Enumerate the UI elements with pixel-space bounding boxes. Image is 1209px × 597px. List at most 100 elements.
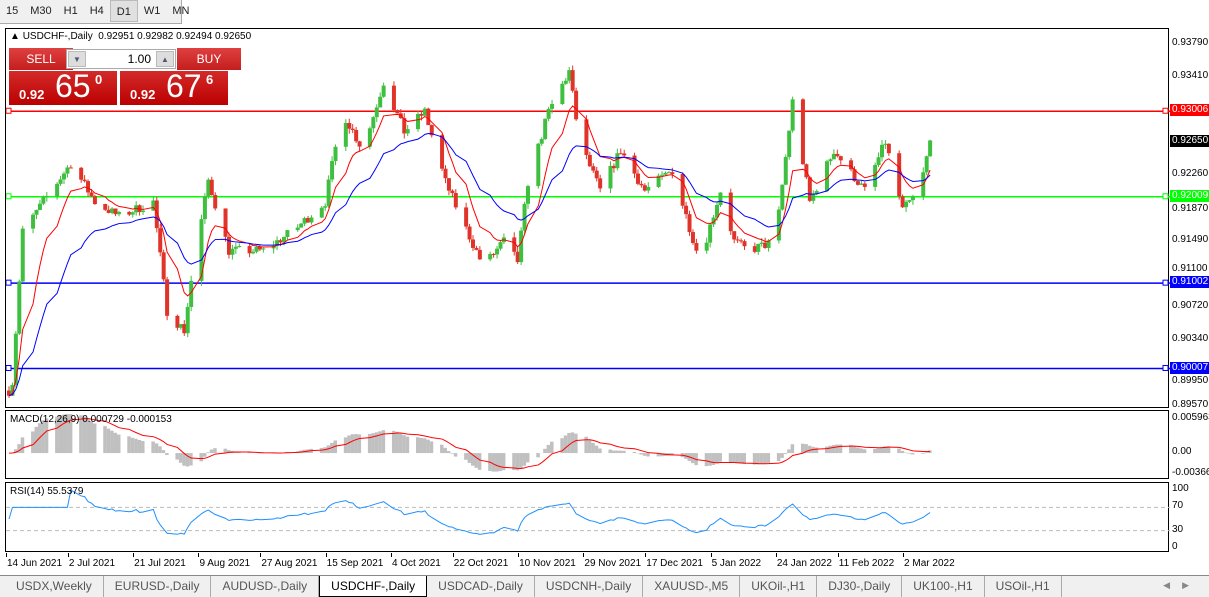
macd-histogram-bar xyxy=(704,453,709,467)
line-handle[interactable] xyxy=(6,193,12,200)
candle xyxy=(464,202,469,230)
tab-scroll-arrows[interactable]: ◀▶ xyxy=(1163,580,1201,590)
macd-histogram-bar xyxy=(103,426,107,454)
line-handle[interactable] xyxy=(6,365,12,372)
sell-price[interactable]: 0.92 65 0 xyxy=(9,68,117,105)
buy-price[interactable]: 0.92 67 6 xyxy=(120,68,228,105)
date-label: 15 Sep 2021 xyxy=(326,558,384,569)
tab-eurusd-daily[interactable]: EURUSD-,Daily xyxy=(104,576,212,597)
candle xyxy=(687,210,692,236)
macd-histogram-bar xyxy=(161,450,166,454)
line-handle[interactable] xyxy=(6,279,12,286)
rsi-panel[interactable]: RSI(14) 55.5379 xyxy=(5,482,1170,552)
timeframe-h1[interactable]: H1 xyxy=(63,5,78,17)
candle xyxy=(598,174,603,193)
candle xyxy=(113,208,118,217)
macd-histogram-bar xyxy=(443,447,447,454)
macd-histogram-bar xyxy=(141,441,145,454)
macd-histogram-bar xyxy=(708,453,712,466)
lot-size-input[interactable]: ▼ 1.00 ▲ xyxy=(66,49,176,69)
buy-price-prefix: 0.92 xyxy=(130,87,156,102)
line-handle[interactable] xyxy=(1162,107,1169,114)
timeframe-mn[interactable]: MN xyxy=(172,5,190,17)
candle xyxy=(522,201,527,234)
timeframe-w1[interactable]: W1 xyxy=(143,5,161,17)
line-handle[interactable] xyxy=(1162,193,1169,200)
macd-histogram-bar xyxy=(68,414,73,454)
date-label: 24 Jan 2022 xyxy=(776,558,832,569)
candle xyxy=(807,176,812,203)
macd-histogram-bar xyxy=(495,453,499,472)
date-tick xyxy=(452,553,454,557)
macd-panel[interactable]: MACD(12,26,9) 0.000729 -0.000153 xyxy=(5,410,1169,479)
tab-usdcnh-daily[interactable]: USDCNH-,Daily xyxy=(535,576,644,597)
line-handle[interactable] xyxy=(1162,279,1169,286)
macd-histogram-bar xyxy=(65,414,69,454)
candle xyxy=(226,232,231,259)
date-label: 11 Feb 2022 xyxy=(838,558,895,569)
tab-usdchf-daily[interactable]: USDCHF-,Daily xyxy=(319,576,428,597)
date-tick xyxy=(645,553,647,557)
candle xyxy=(299,222,304,228)
candle xyxy=(185,302,190,338)
timeframe-d1[interactable]: D1 xyxy=(109,0,138,22)
sell-button[interactable]: SELL xyxy=(9,48,73,70)
timeframe-m30[interactable]: M30 xyxy=(30,5,52,17)
lot-increase-button[interactable]: ▲ xyxy=(156,51,174,67)
candle xyxy=(811,190,816,204)
candle xyxy=(467,223,472,243)
candle xyxy=(58,175,63,186)
macd-histogram-bar xyxy=(20,437,25,454)
candle xyxy=(546,106,551,122)
tab-audusd-daily[interactable]: AUDUSD-,Daily xyxy=(211,576,320,597)
tab-usoil-h1[interactable]: USOil-,H1 xyxy=(985,576,1062,597)
candle xyxy=(800,98,805,165)
line-handle[interactable] xyxy=(6,107,12,114)
candle xyxy=(680,172,685,209)
macd-histogram-bar xyxy=(862,449,867,454)
tab-uk100-h1[interactable]: UK100-,H1 xyxy=(902,576,985,597)
candle xyxy=(381,82,386,98)
timeframe-15[interactable]: 15 xyxy=(6,5,19,17)
tab-ukoil-h1[interactable]: UKOil-,H1 xyxy=(740,576,818,597)
candle xyxy=(904,199,909,213)
macd-histogram-bar xyxy=(900,450,905,454)
macd-histogram-bar xyxy=(402,435,406,454)
date-label: 27 Aug 2021 xyxy=(261,558,318,569)
candle xyxy=(835,149,840,158)
macd-histogram-bar xyxy=(347,435,351,454)
macd-histogram-bar xyxy=(446,451,451,454)
line-handle[interactable] xyxy=(1162,365,1169,372)
candle xyxy=(849,157,854,172)
price-axis-label: 0.89570 xyxy=(1172,399,1209,410)
candle xyxy=(646,182,651,194)
candle xyxy=(512,232,517,256)
price-chart[interactable] xyxy=(5,28,1170,408)
macd-histogram-bar xyxy=(739,453,743,464)
price-axis-label: 0.91870 xyxy=(1172,202,1209,214)
macd-histogram-bar xyxy=(151,441,155,454)
date-label: 4 Oct 2021 xyxy=(391,558,441,569)
macd-histogram-bar xyxy=(354,434,358,454)
tab-usdcad-daily[interactable]: USDCAD-,Daily xyxy=(427,576,535,597)
timeframe-h4[interactable]: H4 xyxy=(89,5,104,17)
candle xyxy=(515,246,520,265)
candle xyxy=(137,204,142,216)
macd-histogram-bar xyxy=(622,450,626,454)
date-label: 21 Jul 2021 xyxy=(134,558,186,569)
macd-histogram-bar xyxy=(525,453,530,463)
tab-xauusd-m5[interactable]: XAUUSD-,M5 xyxy=(643,576,741,597)
tab-dj30-daily[interactable]: DJ30-,Daily xyxy=(817,576,903,597)
candle xyxy=(928,139,933,157)
date-tick xyxy=(583,553,585,557)
lot-decrease-button[interactable]: ▼ xyxy=(68,51,86,67)
tab-usdx-weekly[interactable]: USDX,Weekly xyxy=(5,576,104,597)
candle xyxy=(395,109,400,114)
buy-button[interactable]: BUY xyxy=(177,48,241,70)
macd-histogram-bar xyxy=(756,453,760,465)
macd-axis-label: 0.005963 xyxy=(1172,412,1209,423)
candle xyxy=(323,203,328,212)
rsi-label: RSI(14) 55.5379 xyxy=(10,486,84,497)
candle xyxy=(17,279,22,336)
candle xyxy=(550,99,555,114)
